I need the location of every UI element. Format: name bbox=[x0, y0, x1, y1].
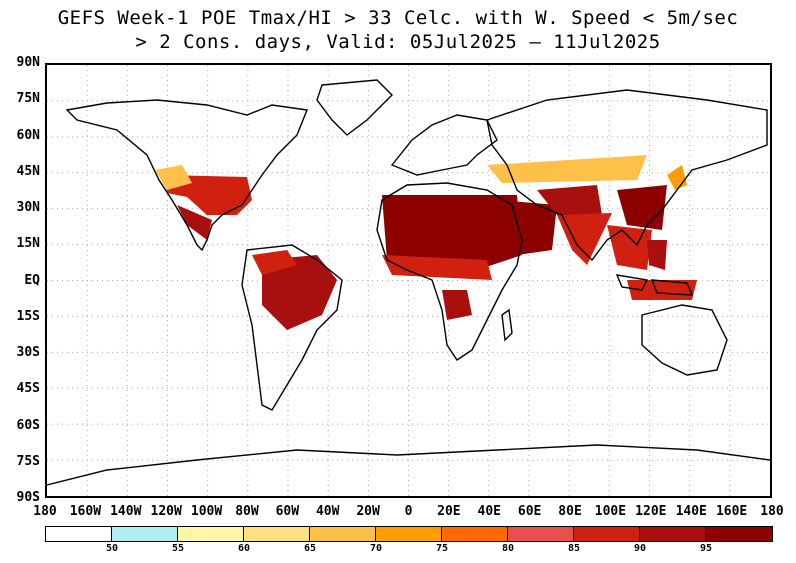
shade-colombia bbox=[252, 250, 297, 275]
colorbar-swatch bbox=[112, 527, 178, 541]
lat-label: 75N bbox=[16, 91, 40, 107]
shade-india bbox=[557, 213, 612, 265]
lon-label: 100W bbox=[190, 504, 223, 519]
lat-label: 30N bbox=[16, 200, 40, 215]
shade-japan bbox=[667, 165, 687, 190]
lon-label: 120W bbox=[150, 504, 182, 519]
shade-central-asia bbox=[487, 155, 647, 183]
colorbar-swatch bbox=[244, 527, 310, 541]
colorbar-swatch bbox=[508, 527, 574, 541]
lon-label: 140E bbox=[675, 504, 707, 519]
colorbar-label: 80 bbox=[501, 543, 515, 554]
lon-label: 20E bbox=[437, 504, 461, 519]
shade-sahara bbox=[382, 195, 522, 270]
shade-us-west bbox=[155, 165, 192, 190]
probability-shading bbox=[155, 155, 697, 330]
world-map bbox=[47, 65, 770, 496]
colorbar-label: 85 bbox=[567, 543, 581, 554]
lon-label: 100E bbox=[594, 504, 627, 519]
colorbar-swatch bbox=[574, 527, 640, 541]
shade-southeast-asia bbox=[607, 225, 652, 270]
lon-label: 120E bbox=[635, 504, 667, 519]
colorbar-swatch bbox=[442, 527, 508, 541]
colorbar-label: 55 bbox=[171, 543, 185, 554]
colorbar-swatch bbox=[706, 527, 772, 541]
lon-label: 40W bbox=[315, 504, 340, 519]
lon-label: 160E bbox=[715, 504, 748, 519]
coastlines bbox=[47, 79, 770, 486]
shade-iran-pakistan bbox=[537, 185, 602, 215]
graticule-grid bbox=[47, 65, 770, 496]
map-panel bbox=[45, 63, 772, 498]
shade-us-south bbox=[165, 175, 252, 215]
colorbar-label: 65 bbox=[303, 543, 317, 554]
lat-label: 60S bbox=[16, 417, 40, 433]
colorbar-label: 95 bbox=[699, 543, 713, 554]
lat-label: 45N bbox=[16, 163, 40, 179]
lon-label: 160W bbox=[69, 504, 102, 519]
lat-label: 45S bbox=[16, 381, 40, 397]
map-title-line-2: > 2 Cons. days, Valid: 05Jul2025 – 11Jul… bbox=[135, 31, 661, 53]
shade-central-africa bbox=[442, 290, 472, 320]
lon-label: 20W bbox=[356, 504, 380, 519]
lat-label: 15S bbox=[16, 308, 40, 324]
colorbar-swatch bbox=[46, 527, 112, 541]
shade-arabia bbox=[497, 200, 557, 255]
colorbar-swatch bbox=[310, 527, 376, 541]
lat-label: EQ bbox=[24, 272, 40, 288]
shade-sahel bbox=[382, 255, 492, 280]
shade-philippines bbox=[647, 240, 667, 270]
colorbar-label: 50 bbox=[105, 543, 119, 554]
lat-label: 90N bbox=[16, 55, 40, 70]
colorbar-swatch bbox=[376, 527, 442, 541]
colorbar-swatch bbox=[640, 527, 706, 541]
colorbar-label: 75 bbox=[435, 543, 449, 554]
colorbar-label: 70 bbox=[369, 543, 383, 554]
lon-label: 180 bbox=[760, 504, 784, 519]
lon-label: 80W bbox=[235, 504, 259, 519]
lon-label: 60E bbox=[517, 504, 542, 519]
lon-label: 180 bbox=[33, 504, 57, 519]
colorbar-label: 60 bbox=[237, 543, 251, 554]
lat-label: 30S bbox=[16, 345, 40, 360]
colorbar-swatch bbox=[178, 527, 244, 541]
shade-mexico bbox=[177, 205, 212, 240]
lon-label: 0 bbox=[404, 504, 413, 519]
lon-label: 40E bbox=[477, 504, 501, 519]
lat-label: 15N bbox=[16, 236, 40, 252]
lon-label: 60W bbox=[275, 504, 300, 519]
map-title-line-1: GEFS Week-1 POE Tmax/HI > 33 Celc. with … bbox=[57, 7, 739, 29]
lon-label: 80E bbox=[558, 504, 582, 519]
shade-china bbox=[617, 185, 667, 230]
lat-label: 75S bbox=[16, 453, 40, 469]
lat-label: 60N bbox=[16, 127, 40, 143]
colorbar-label: 90 bbox=[633, 543, 647, 554]
colorbar bbox=[45, 526, 773, 542]
lon-label: 140W bbox=[110, 504, 142, 519]
shade-amazon bbox=[262, 255, 337, 330]
lat-label: 90S bbox=[16, 490, 40, 505]
